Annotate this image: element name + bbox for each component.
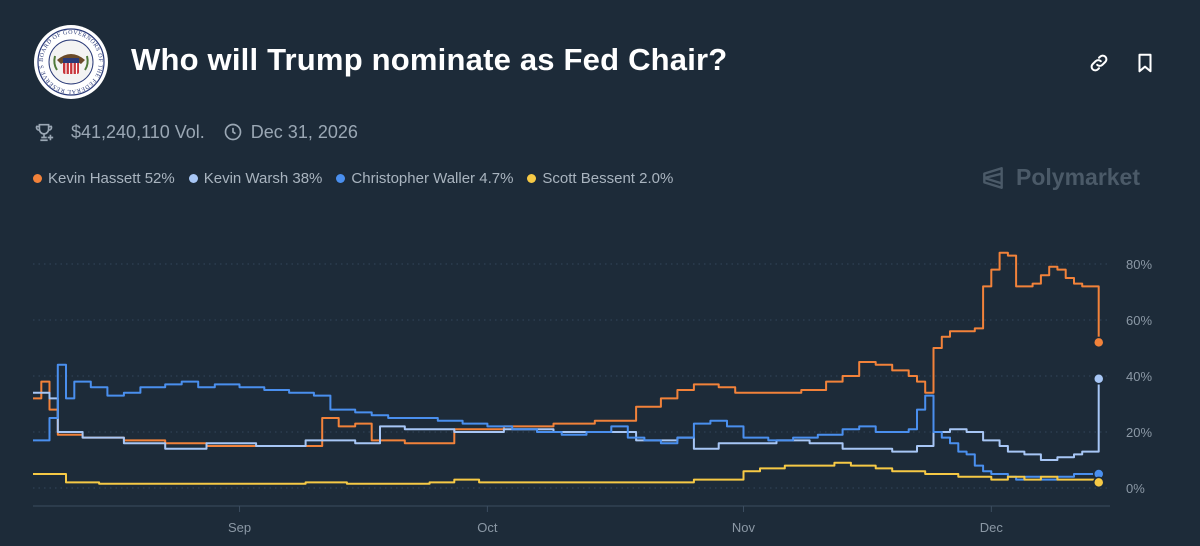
bookmark-icon[interactable]	[1134, 52, 1156, 74]
end-date-text: Dec 31, 2026	[250, 121, 358, 142]
probability-line-chart: Sep Oct Nov Dec 0% 20% 40% 60% 80%	[33, 251, 1152, 535]
series-end-dot-kevin-warsh	[1092, 373, 1105, 385]
polymarket-brand: Polymarket	[980, 164, 1140, 191]
series-end-dot-kevin-hassett	[1092, 336, 1105, 349]
legend-item-waller: Christopher Waller 4.7%	[336, 170, 513, 187]
clock-icon	[224, 123, 242, 141]
series-line-kevin-warsh	[33, 378, 1100, 461]
series-line-christopher-waller	[33, 363, 1099, 481]
y-tick-label: 60%	[1126, 313, 1152, 328]
legend-item-hassett: Kevin Hassett 52%	[33, 170, 175, 187]
x-tick-label: Sep	[228, 520, 251, 535]
y-tick-label: 20%	[1126, 425, 1152, 440]
x-tick-label: Nov	[732, 520, 756, 535]
trophy-icon	[35, 123, 54, 142]
x-tick-label: Dec	[980, 520, 1004, 535]
volume-text: $41,240,110 Vol.	[71, 121, 205, 142]
series-line-kevin-hassett	[33, 251, 1100, 447]
market-meta: $41,240,110 Vol. Dec 31, 2026	[33, 120, 358, 144]
series-end-dot-scott-bessent	[1092, 476, 1105, 489]
x-tick-label: Oct	[477, 520, 498, 535]
chart-legend: Kevin Hassett 52% Kevin Warsh 38% Christ…	[33, 170, 687, 187]
polymarket-logo-icon	[983, 166, 1003, 189]
link-icon[interactable]	[1088, 52, 1110, 74]
y-tick-label: 80%	[1126, 257, 1152, 272]
y-tick-label: 40%	[1126, 369, 1152, 384]
federal-reserve-seal: BOARD OF GOVERNORS OF THE FEDERAL RESERV…	[33, 24, 108, 99]
legend-item-warsh: Kevin Warsh 38%	[188, 170, 322, 187]
legend-item-bessent: Scott Bessent 2.0%	[527, 170, 673, 187]
y-tick-label: 0%	[1126, 481, 1145, 496]
page-title: Who will Trump nominate as Fed Chair?	[131, 42, 728, 77]
series-line-scott-bessent	[33, 461, 1100, 485]
